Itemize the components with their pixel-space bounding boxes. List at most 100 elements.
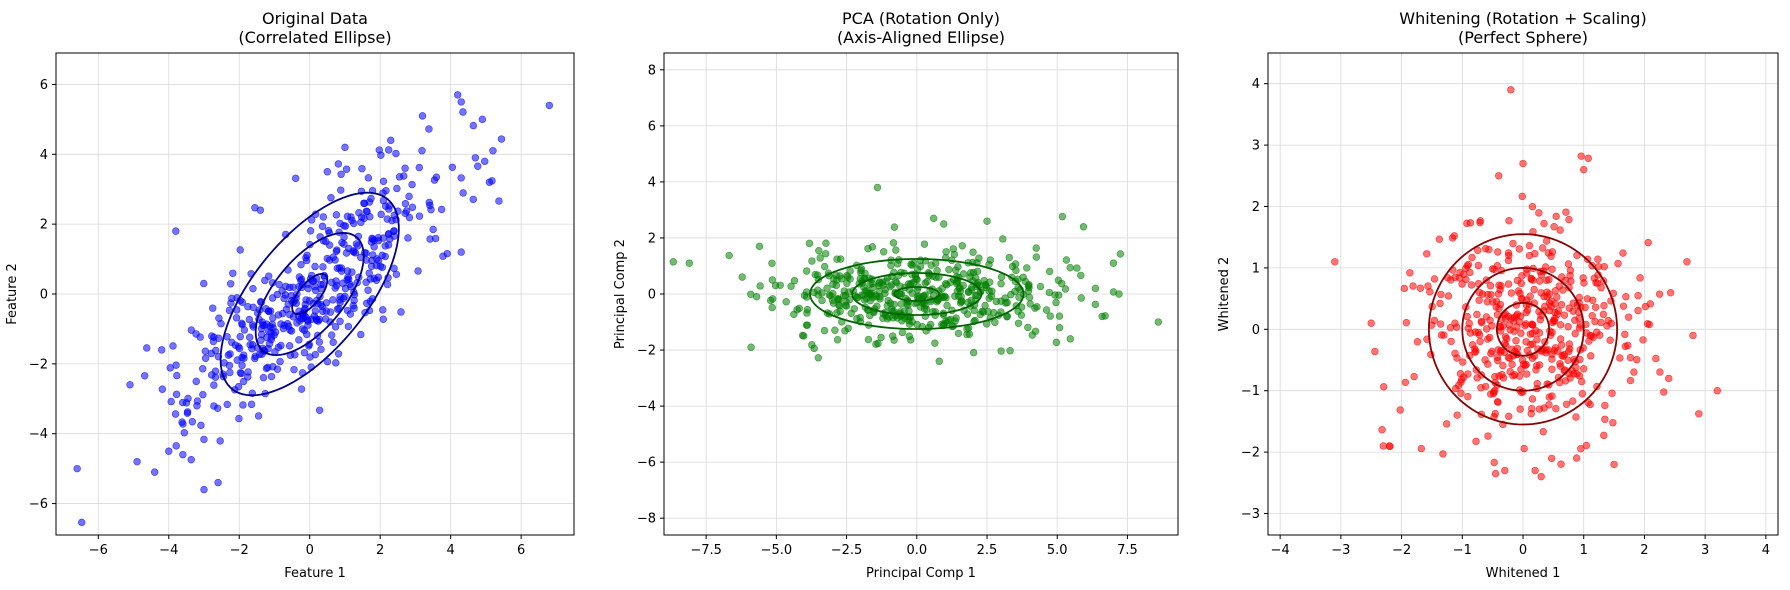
scatter-point bbox=[1630, 368, 1638, 376]
scatter-point bbox=[1492, 297, 1501, 306]
scatter-point bbox=[1413, 338, 1422, 346]
scatter-point bbox=[226, 280, 235, 288]
scatter-point bbox=[381, 202, 390, 210]
scatter-point bbox=[768, 303, 776, 312]
x-tick-label: −1 bbox=[1453, 543, 1472, 558]
scatter-point bbox=[1079, 223, 1088, 231]
scatter-point bbox=[340, 233, 348, 241]
scatter-point bbox=[1515, 245, 1524, 253]
scatter-point bbox=[1587, 352, 1595, 360]
scatter-point bbox=[172, 227, 180, 235]
scatter-point bbox=[1042, 306, 1051, 314]
scatter-point bbox=[277, 341, 285, 350]
scatter-point bbox=[342, 165, 351, 173]
scatter-point bbox=[1587, 332, 1596, 340]
scatter-point bbox=[1456, 369, 1465, 378]
scatter-point bbox=[1066, 264, 1074, 272]
scatter-point bbox=[405, 192, 413, 201]
scatter-point bbox=[1626, 376, 1635, 385]
scatter-point bbox=[315, 338, 324, 346]
scatter-point bbox=[457, 248, 465, 256]
scatter-point bbox=[1579, 365, 1588, 373]
scatter-point bbox=[1380, 383, 1388, 391]
x-tick-label: −2.5 bbox=[831, 543, 863, 558]
scatter-point bbox=[414, 267, 422, 275]
scatter-point bbox=[1601, 415, 1609, 423]
x-tick-label: −7.5 bbox=[690, 543, 722, 558]
scatter-point bbox=[1476, 337, 1484, 346]
scatter-point bbox=[233, 356, 241, 364]
scatter-point bbox=[875, 278, 884, 286]
scatter-point bbox=[297, 260, 305, 269]
contour-ellipse bbox=[219, 191, 400, 397]
scatter-point bbox=[376, 262, 385, 270]
scatter-point bbox=[1521, 361, 1529, 370]
scatter-point bbox=[992, 297, 1001, 306]
scatter-point bbox=[883, 315, 892, 323]
scatter-point bbox=[1423, 250, 1431, 258]
scatter-point bbox=[343, 212, 352, 221]
chart-panel-1: −6 −4 −2 0 2 4 6 −6 −4 −2 0 2 4 6 Original Data (Correl… bbox=[5, 9, 575, 581]
scatter-point bbox=[1025, 293, 1034, 302]
scatter-point bbox=[1616, 354, 1624, 362]
scatter-point bbox=[1695, 410, 1703, 418]
scatter-point bbox=[1490, 265, 1498, 274]
scatter-point bbox=[1490, 458, 1498, 467]
scatter-point bbox=[200, 279, 208, 288]
scatter-point bbox=[78, 518, 86, 527]
scatter-point bbox=[821, 250, 830, 258]
scatter-point bbox=[379, 177, 388, 186]
scatter-point bbox=[1565, 215, 1573, 224]
scatter-point bbox=[1452, 323, 1461, 331]
scatter-point bbox=[1486, 316, 1494, 324]
scatter-point bbox=[890, 300, 898, 309]
scatter-point bbox=[1523, 370, 1531, 378]
x-tick-label: −4 bbox=[1271, 543, 1290, 558]
scatter-point bbox=[873, 183, 882, 192]
scatter-point bbox=[193, 402, 201, 410]
scatter-point bbox=[738, 273, 746, 281]
scatter-point bbox=[395, 173, 404, 181]
scatter-point bbox=[833, 255, 841, 263]
scatter-point bbox=[923, 278, 931, 286]
scatter-point bbox=[251, 354, 259, 363]
scatter-point bbox=[1416, 284, 1425, 292]
scatter-point bbox=[415, 163, 424, 172]
scatter-point bbox=[1476, 217, 1485, 225]
x-tick-label: 2.5 bbox=[977, 543, 998, 558]
scatter-point bbox=[201, 347, 210, 355]
scatter-point bbox=[332, 247, 341, 255]
scatter-point bbox=[273, 290, 282, 299]
scatter-point bbox=[940, 220, 948, 228]
scatter-point bbox=[941, 280, 950, 288]
scatter-point bbox=[1526, 330, 1534, 338]
scatter-point bbox=[1495, 304, 1503, 313]
scatter-point bbox=[319, 213, 328, 221]
scatter-point bbox=[327, 331, 336, 339]
scatter-point bbox=[327, 194, 335, 202]
scatter-point bbox=[1491, 409, 1499, 418]
y-tick-label: −3 bbox=[1241, 507, 1260, 522]
scatter-point bbox=[437, 205, 446, 214]
scatter-point bbox=[226, 368, 234, 377]
scatter-point bbox=[365, 198, 374, 206]
scatter-point bbox=[1553, 310, 1562, 318]
scatter-point bbox=[1572, 413, 1580, 421]
scatter-point bbox=[235, 414, 243, 423]
y-tick-label: −2 bbox=[1241, 446, 1260, 461]
scatter-point bbox=[1435, 235, 1444, 243]
scatter-point bbox=[790, 276, 799, 285]
scatter-point bbox=[474, 162, 482, 170]
contour-ellipse bbox=[893, 286, 941, 302]
scatter-point bbox=[896, 290, 904, 298]
scatter-point bbox=[1539, 427, 1547, 436]
scatter-point bbox=[385, 146, 393, 154]
scatter-point bbox=[224, 351, 233, 359]
scatter-point bbox=[1055, 312, 1064, 320]
scatter-point bbox=[1496, 286, 1504, 294]
scatter-point bbox=[1473, 374, 1481, 382]
scatter-point bbox=[236, 333, 244, 341]
scatter-point bbox=[1098, 312, 1106, 321]
scatter-point bbox=[179, 450, 187, 459]
scatter-point bbox=[1481, 356, 1489, 364]
